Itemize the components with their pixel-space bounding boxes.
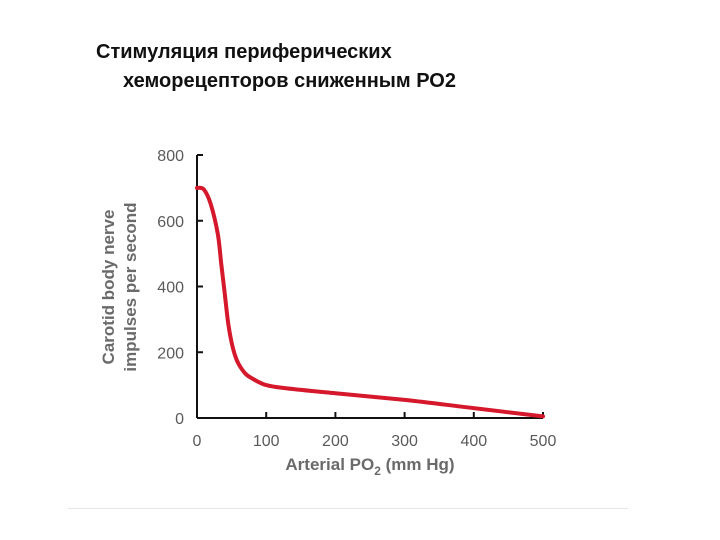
slide-title: Стимуляция периферических хеморецепторов… — [96, 38, 616, 96]
y-axis-title: Carotid body nerve impulses per second — [99, 202, 140, 371]
x-tick-label: 300 — [391, 433, 418, 450]
y-tick-label: 200 — [157, 345, 184, 362]
x-axis-title-subscript: 2 — [374, 464, 381, 478]
slide-title-line2: хеморецепторов сниженным РО2 — [123, 70, 456, 92]
bottom-divider — [68, 508, 628, 509]
x-tick-label: 200 — [322, 433, 349, 450]
series-line — [195, 185, 545, 419]
x-axis-title-unit: (mm Hg) — [381, 455, 455, 474]
series — [195, 185, 545, 419]
y-tick-label: 0 — [175, 411, 184, 428]
slide-title-line1: Стимуляция периферических — [96, 41, 392, 63]
y-tick-label: 600 — [157, 214, 184, 231]
x-tick-label: 500 — [530, 433, 557, 450]
x-tick-label: 100 — [253, 433, 280, 450]
ticks: 0 200 400 600 800 0 100 200 300 400 500 — [157, 148, 556, 450]
y-axis-title-line2: impulses per second — [121, 202, 140, 371]
y-tick-label: 800 — [157, 148, 184, 165]
y-tick-label: 400 — [157, 280, 184, 297]
x-tick-label: 400 — [460, 433, 487, 450]
x-axis-title: Arterial PO2 (mm Hg) — [285, 455, 454, 478]
x-axis-title-main: Arterial PO — [285, 455, 374, 474]
y-axis-title-line1: Carotid body nerve — [99, 210, 118, 365]
x-tick-label: 0 — [193, 433, 202, 450]
